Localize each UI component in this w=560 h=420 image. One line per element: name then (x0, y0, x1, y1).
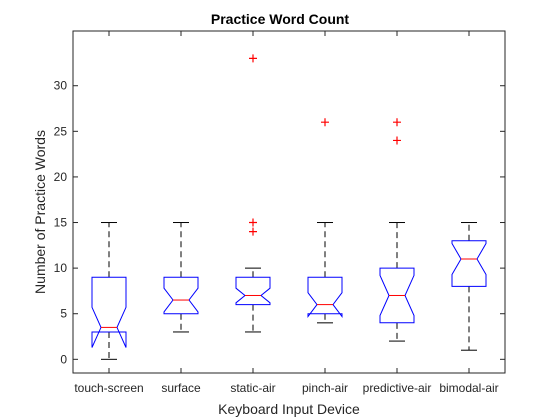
outlier-marker (393, 118, 401, 127)
outlier-marker (249, 227, 257, 236)
y-tick-label: 30 (54, 79, 68, 93)
x-tick-label: bimodal-air (439, 381, 498, 395)
y-tick-label: 0 (60, 352, 67, 366)
y-tick-label: 10 (54, 261, 68, 275)
outlier-marker (249, 218, 257, 227)
x-tick-label: static-air (230, 381, 275, 395)
box-touch-screen (91, 276, 127, 348)
outlier-marker (249, 54, 257, 63)
box-pinch-air (307, 276, 343, 318)
outlier-marker (321, 118, 329, 127)
x-tick-label: pinch-air (302, 381, 348, 395)
axes-frame (72, 30, 506, 374)
box-surface (163, 276, 199, 315)
box-static-air (235, 276, 271, 306)
y-tick-label: 5 (60, 307, 67, 321)
y-tick-label: 20 (54, 170, 68, 184)
y-tick-label: 25 (54, 124, 68, 138)
x-tick-label: touch-screen (74, 381, 143, 395)
chart-title: Practice Word Count (211, 11, 350, 27)
y-axis-label: Number of Practice Words (32, 130, 48, 294)
outlier-marker (393, 136, 401, 145)
box-predictive-air (379, 267, 415, 324)
x-tick-label: predictive-air (363, 381, 432, 395)
y-tick-label: 15 (54, 216, 68, 230)
x-axis-label: Keyboard Input Device (218, 401, 360, 417)
plot-area: 0 5 10 15 20 25 30 touch-screen surface static-ai… (54, 30, 506, 395)
box-bimodal-air (451, 240, 487, 287)
x-tick-label: surface (161, 381, 201, 395)
